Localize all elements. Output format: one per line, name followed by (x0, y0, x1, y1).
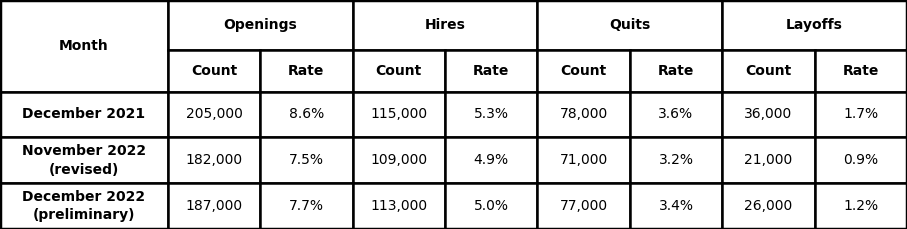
Text: 109,000: 109,000 (370, 153, 427, 167)
Text: 26,000: 26,000 (745, 199, 793, 213)
Bar (260, 183, 353, 229)
Bar (0, 92, 168, 137)
Bar (353, 183, 445, 229)
Text: Count: Count (561, 64, 607, 78)
Bar (537, 50, 629, 92)
Text: 205,000: 205,000 (186, 107, 242, 122)
Text: 115,000: 115,000 (370, 107, 427, 122)
Text: 3.2%: 3.2% (658, 153, 694, 167)
Text: 8.6%: 8.6% (288, 107, 324, 122)
Text: Hires: Hires (424, 18, 465, 32)
Text: Count: Count (190, 64, 237, 78)
Bar (629, 183, 722, 229)
Bar (537, 137, 629, 183)
Text: 187,000: 187,000 (185, 199, 242, 213)
Text: 113,000: 113,000 (370, 199, 427, 213)
Bar (445, 137, 537, 183)
Bar (722, 137, 814, 183)
Text: 4.9%: 4.9% (473, 153, 509, 167)
Text: Rate: Rate (473, 64, 510, 78)
Text: Openings: Openings (223, 18, 297, 32)
Text: Rate: Rate (658, 64, 694, 78)
Bar (0, 0, 168, 92)
Bar (722, 0, 907, 50)
Text: November 2022
(revised): November 2022 (revised) (22, 144, 146, 177)
Bar (353, 50, 445, 92)
Bar (629, 137, 722, 183)
Bar (814, 50, 907, 92)
Text: 7.7%: 7.7% (289, 199, 324, 213)
Text: Quits: Quits (610, 18, 650, 32)
Text: December 2021: December 2021 (23, 107, 145, 122)
Bar (168, 183, 260, 229)
Text: 3.4%: 3.4% (658, 199, 694, 213)
Bar (537, 0, 722, 50)
Bar (168, 50, 260, 92)
Text: 1.7%: 1.7% (844, 107, 878, 122)
Bar (445, 183, 537, 229)
Text: 0.9%: 0.9% (844, 153, 878, 167)
Bar (0, 137, 168, 183)
Text: Layoffs: Layoffs (786, 18, 843, 32)
Text: Month: Month (59, 39, 109, 53)
Bar (814, 183, 907, 229)
Text: Count: Count (746, 64, 792, 78)
Bar (722, 92, 814, 137)
Text: 7.5%: 7.5% (289, 153, 324, 167)
Text: 1.2%: 1.2% (844, 199, 878, 213)
Bar (537, 183, 629, 229)
Bar (445, 92, 537, 137)
Text: 182,000: 182,000 (185, 153, 242, 167)
Bar (445, 50, 537, 92)
Bar (814, 92, 907, 137)
Bar (168, 92, 260, 137)
Bar (537, 92, 629, 137)
Bar (168, 0, 353, 50)
Text: 5.3%: 5.3% (473, 107, 509, 122)
Text: 78,000: 78,000 (560, 107, 608, 122)
Text: 5.0%: 5.0% (473, 199, 509, 213)
Bar (168, 137, 260, 183)
Bar (0, 183, 168, 229)
Bar (353, 137, 445, 183)
Bar (260, 92, 353, 137)
Text: Rate: Rate (843, 64, 879, 78)
Text: 77,000: 77,000 (560, 199, 608, 213)
Bar (629, 50, 722, 92)
Text: Rate: Rate (288, 64, 325, 78)
Text: 3.6%: 3.6% (658, 107, 694, 122)
Bar (353, 0, 537, 50)
Text: 21,000: 21,000 (745, 153, 793, 167)
Bar (260, 137, 353, 183)
Bar (722, 183, 814, 229)
Bar (629, 92, 722, 137)
Text: December 2022
(preliminary): December 2022 (preliminary) (23, 190, 145, 222)
Text: 71,000: 71,000 (560, 153, 608, 167)
Bar (353, 92, 445, 137)
Bar (260, 50, 353, 92)
Bar (722, 50, 814, 92)
Bar (814, 137, 907, 183)
Text: 36,000: 36,000 (745, 107, 793, 122)
Text: Count: Count (375, 64, 422, 78)
